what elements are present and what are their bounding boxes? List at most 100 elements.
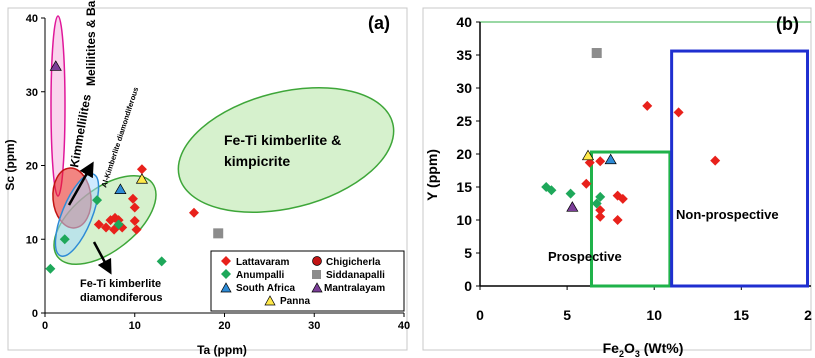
- panel-b-point-lattavaram: [673, 107, 684, 118]
- panel-a-y-tick: 40: [26, 13, 38, 25]
- legend-south-africa-marker: [220, 282, 232, 293]
- panel-a-y-tick: 20: [26, 161, 38, 173]
- melilitites-label: Melilitites & Basalts: [84, 0, 98, 86]
- panel-a-point-anumpalli: [156, 256, 167, 267]
- fe-ti-kimpicrite-label-2: kimpicrite: [224, 153, 290, 169]
- panel-b-x-tick: 15: [734, 307, 750, 323]
- non-prospective-label: Non-prospective: [676, 207, 779, 222]
- panel-a-y-axis-label: Sc (ppm): [3, 139, 17, 190]
- panel-a-x-tick: 0: [42, 320, 48, 332]
- panel-b-x-tick: 0: [476, 307, 484, 323]
- legend-mantralayam: Mantralayam: [324, 283, 385, 294]
- x-label-o: O: [624, 340, 635, 356]
- panel-b-point-mantralayam: [566, 201, 579, 212]
- panel-a-point-lattavaram: [129, 202, 140, 213]
- panel-b-point-lattavaram: [581, 178, 592, 189]
- panel-a-point-anumpalli: [92, 195, 103, 206]
- panel-b-x-tick: 2: [804, 307, 812, 323]
- panel-a-point-mantralayam: [49, 60, 62, 71]
- fe-ti-diamondiferous-label-2: diamondiferous: [80, 292, 163, 304]
- legend-chigicherla: Chigicherla: [326, 257, 381, 268]
- legend-panna: Panna: [280, 296, 310, 307]
- panel-b-x-axis-label: Fe2O3 (Wt%): [603, 340, 684, 358]
- panel-a-point-lattavaram: [110, 212, 121, 223]
- fe-ti-kimpicrite-field: [177, 86, 395, 214]
- panel-a-point-south-africa: [114, 183, 127, 194]
- panel-b-y-axis-label: Y (ppm): [424, 149, 440, 201]
- panel-b-point-anumpalli: [591, 198, 602, 209]
- prospective-box: [589, 150, 672, 288]
- panel-b-y-tick: 35: [456, 47, 472, 63]
- x-label-fe: Fe: [603, 340, 620, 356]
- panel-a-x-tick: 20: [218, 320, 230, 332]
- kimmellilites-arrow: [67, 161, 94, 206]
- non-prospective-box: [670, 49, 810, 288]
- panel-b-y-tick: 25: [456, 113, 472, 129]
- panel-b-point-anumpalli: [546, 185, 557, 196]
- legend-box: [210, 250, 405, 312]
- panel-a-x-tick: 40: [398, 320, 410, 332]
- panel-a-point-panna: [135, 173, 149, 184]
- panel-a-point-anumpalli: [59, 234, 70, 245]
- panel-b-y-tick: 15: [456, 179, 472, 195]
- panel-b-frame: [422, 7, 812, 351]
- panel-b-y-tick: 0: [464, 278, 472, 294]
- panel-b-point-panna: [581, 149, 595, 161]
- panel-a-legend: Lattavaram Chigicherla Anumpalli Siddana…: [210, 250, 405, 312]
- panel-a-point-siddanapalli: [213, 228, 224, 239]
- legend-chigicherla-marker: [312, 256, 322, 266]
- panel-b-point-anumpalli: [595, 191, 606, 202]
- panel-a-label: (a): [368, 13, 390, 33]
- panel-a-point-lattavaram: [101, 222, 112, 233]
- panel-b-point-lattavaram: [617, 193, 628, 204]
- panel-b-x-tick: 10: [646, 307, 662, 323]
- panel-a-x-axis-label: Ta (ppm): [197, 343, 247, 357]
- panel-a-y-tick: 0: [32, 308, 38, 320]
- panel-b-point-south-africa: [604, 153, 617, 165]
- panel-b-point-anumpalli: [565, 188, 576, 199]
- prospective-label: Prospective: [548, 249, 622, 264]
- panel-b-point-lattavaram: [612, 215, 623, 225]
- melilitites-field: [50, 15, 66, 197]
- panel-b-point-lattavaram: [595, 156, 606, 167]
- legend-panna-marker: [264, 295, 276, 306]
- fe-ti-kimpicrite-label-1: Fe-Ti kimberlite &: [224, 132, 341, 148]
- panel-b-point-lattavaram: [642, 100, 653, 111]
- legend-south-africa: South Africa: [236, 283, 296, 294]
- x-label-sub2: 3: [635, 349, 640, 358]
- panel-a-point-lattavaram: [127, 193, 138, 204]
- fe-ti-diamondiferous-label-1: Fe-Ti kimberlite: [80, 278, 161, 290]
- panel-a-point-lattavaram: [129, 215, 140, 226]
- panel-a-y-tick: 10: [26, 234, 38, 246]
- panel-b-point-lattavaram: [595, 211, 606, 222]
- x-label-unit: (Wt%): [640, 340, 684, 356]
- panel-b-point-lattavaram: [595, 205, 606, 216]
- panel-b-y-tick: 10: [456, 212, 472, 228]
- legend-anumpalli: Anumpalli: [236, 270, 285, 281]
- legend-siddanapalli-marker: [312, 270, 321, 279]
- panel-a: 0 10 20 30 40 0 10 20 30 40 Melilitites & Basalts…: [3, 0, 410, 357]
- x-label-sub1: 2: [619, 349, 624, 358]
- panel-b-x-tick: 5: [563, 307, 571, 323]
- panel-b-y-tick: 40: [456, 14, 472, 30]
- panel-a-point-lattavaram: [136, 164, 147, 175]
- panel-b-label: (b): [776, 14, 799, 34]
- panel-a-point-lattavaram: [93, 219, 104, 230]
- panel-a-x-tick: 10: [129, 320, 141, 332]
- legend-siddanapalli: Siddanapalli: [326, 270, 385, 281]
- panel-b-y-tick: 20: [456, 146, 472, 162]
- panel-b-point-siddanapalli: [591, 48, 602, 59]
- legend-lattavaram: Lattavaram: [236, 257, 289, 268]
- panel-a-point-anumpalli: [45, 263, 56, 274]
- legend-lattavaram-marker: [221, 256, 231, 266]
- diamondiferous-arrow: [92, 241, 112, 275]
- panel-a-point-lattavaram: [131, 224, 142, 235]
- legend-mantralayam-marker: [311, 282, 323, 293]
- panel-a-x-tick: 30: [308, 320, 320, 332]
- panel-b-y-tick: 5: [464, 245, 472, 261]
- panel-b-point-lattavaram: [710, 155, 721, 166]
- legend-anumpalli-marker: [221, 269, 231, 279]
- panel-a-point-lattavaram: [188, 207, 199, 218]
